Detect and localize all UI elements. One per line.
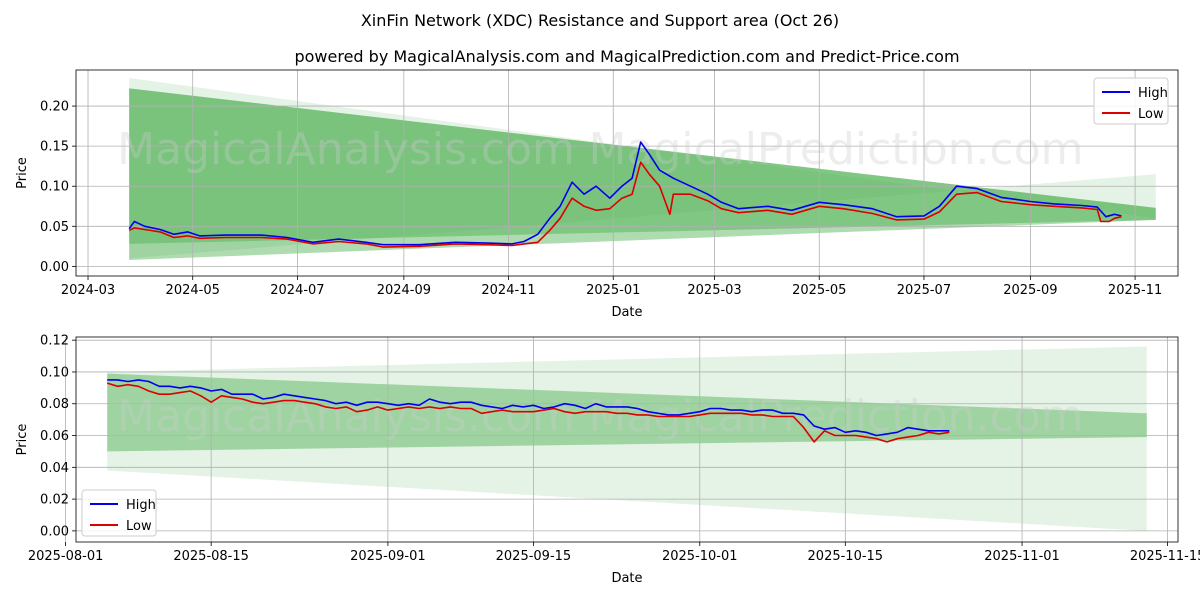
y-tick-label: 0.05 [40, 220, 69, 235]
x-tick-label: 2025-07 [897, 283, 951, 298]
y-axis-label: Price [15, 157, 30, 189]
y-tick-label: 0.00 [40, 524, 69, 539]
series-line-high [128, 141, 1122, 246]
y-tick-label: 0.02 [40, 493, 69, 508]
legend-label-high: High [1138, 86, 1168, 101]
x-tick-label: 2025-10-15 [808, 549, 884, 564]
legend: High Low [1093, 77, 1169, 125]
chart-subtitle: powered by MagicalAnalysis.com and Magic… [294, 47, 959, 66]
x-tick-label: 2025-08-01 [28, 549, 104, 564]
series-line-low [106, 382, 950, 443]
watermark: MagicalAnalysis.com [117, 124, 575, 175]
plot-frame [75, 69, 1179, 277]
y-tick-label: 0.10 [40, 180, 69, 195]
y-tick-label: 0.04 [40, 461, 69, 476]
y-tick-label: 0.00 [40, 260, 69, 275]
watermark: MagicalAnalysis.com [117, 391, 575, 442]
plot-frame [75, 336, 1179, 543]
y-tick-label: 0.06 [40, 429, 69, 444]
x-tick-label: 2025-09 [1003, 283, 1057, 298]
x-tick-label: 2025-09-15 [496, 549, 572, 564]
y-axis-label: Price [15, 424, 30, 456]
x-tick-label: 2024-03 [61, 283, 115, 298]
legend-label-low: Low [126, 519, 152, 534]
series-line-high [107, 379, 950, 437]
x-tick-label: 2025-09-01 [350, 549, 426, 564]
x-tick-label: 2025-08-15 [173, 549, 249, 564]
legend: High Low [81, 489, 157, 537]
bottom-chart: MagicalAnalysis.com MagicalPrediction.com… [15, 334, 1200, 586]
y-tick-label: 0.15 [40, 140, 69, 155]
legend-label-high: High [126, 498, 156, 513]
x-tick-label: 2024-07 [270, 283, 324, 298]
watermark: MagicalPrediction.com [589, 124, 1084, 175]
y-tick-label: 0.08 [40, 397, 69, 412]
x-tick-label: 2025-05 [792, 283, 846, 298]
x-tick-label: 2025-11 [1108, 283, 1162, 298]
y-tick-label: 0.10 [40, 365, 69, 380]
top-chart: MagicalAnalysis.com MagicalPrediction.com… [15, 69, 1179, 320]
x-tick-label: 2025-01 [586, 283, 640, 298]
x-axis-label: Date [611, 305, 642, 320]
x-tick-label: 2025-10-01 [662, 549, 738, 564]
x-tick-label: 2025-11-01 [984, 549, 1060, 564]
x-tick-label: 2024-11 [481, 283, 535, 298]
x-tick-label: 2024-09 [377, 283, 431, 298]
chart-title: XinFin Network (XDC) Resistance and Supp… [361, 11, 839, 30]
x-tick-label: 2025-03 [687, 283, 741, 298]
series-line-low [128, 161, 1122, 248]
band-outer-zone [129, 78, 1156, 259]
legend-label-low: Low [1138, 107, 1164, 122]
band-resistance-zone [129, 88, 1156, 244]
x-tick-label: 2025-11-15 [1130, 549, 1200, 564]
x-axis-label: Date [611, 571, 642, 586]
band-outer-zone [107, 346, 1147, 531]
y-tick-label: 0.20 [40, 100, 69, 115]
y-tick-label: 0.12 [40, 334, 69, 349]
x-tick-label: 2024-05 [166, 283, 220, 298]
